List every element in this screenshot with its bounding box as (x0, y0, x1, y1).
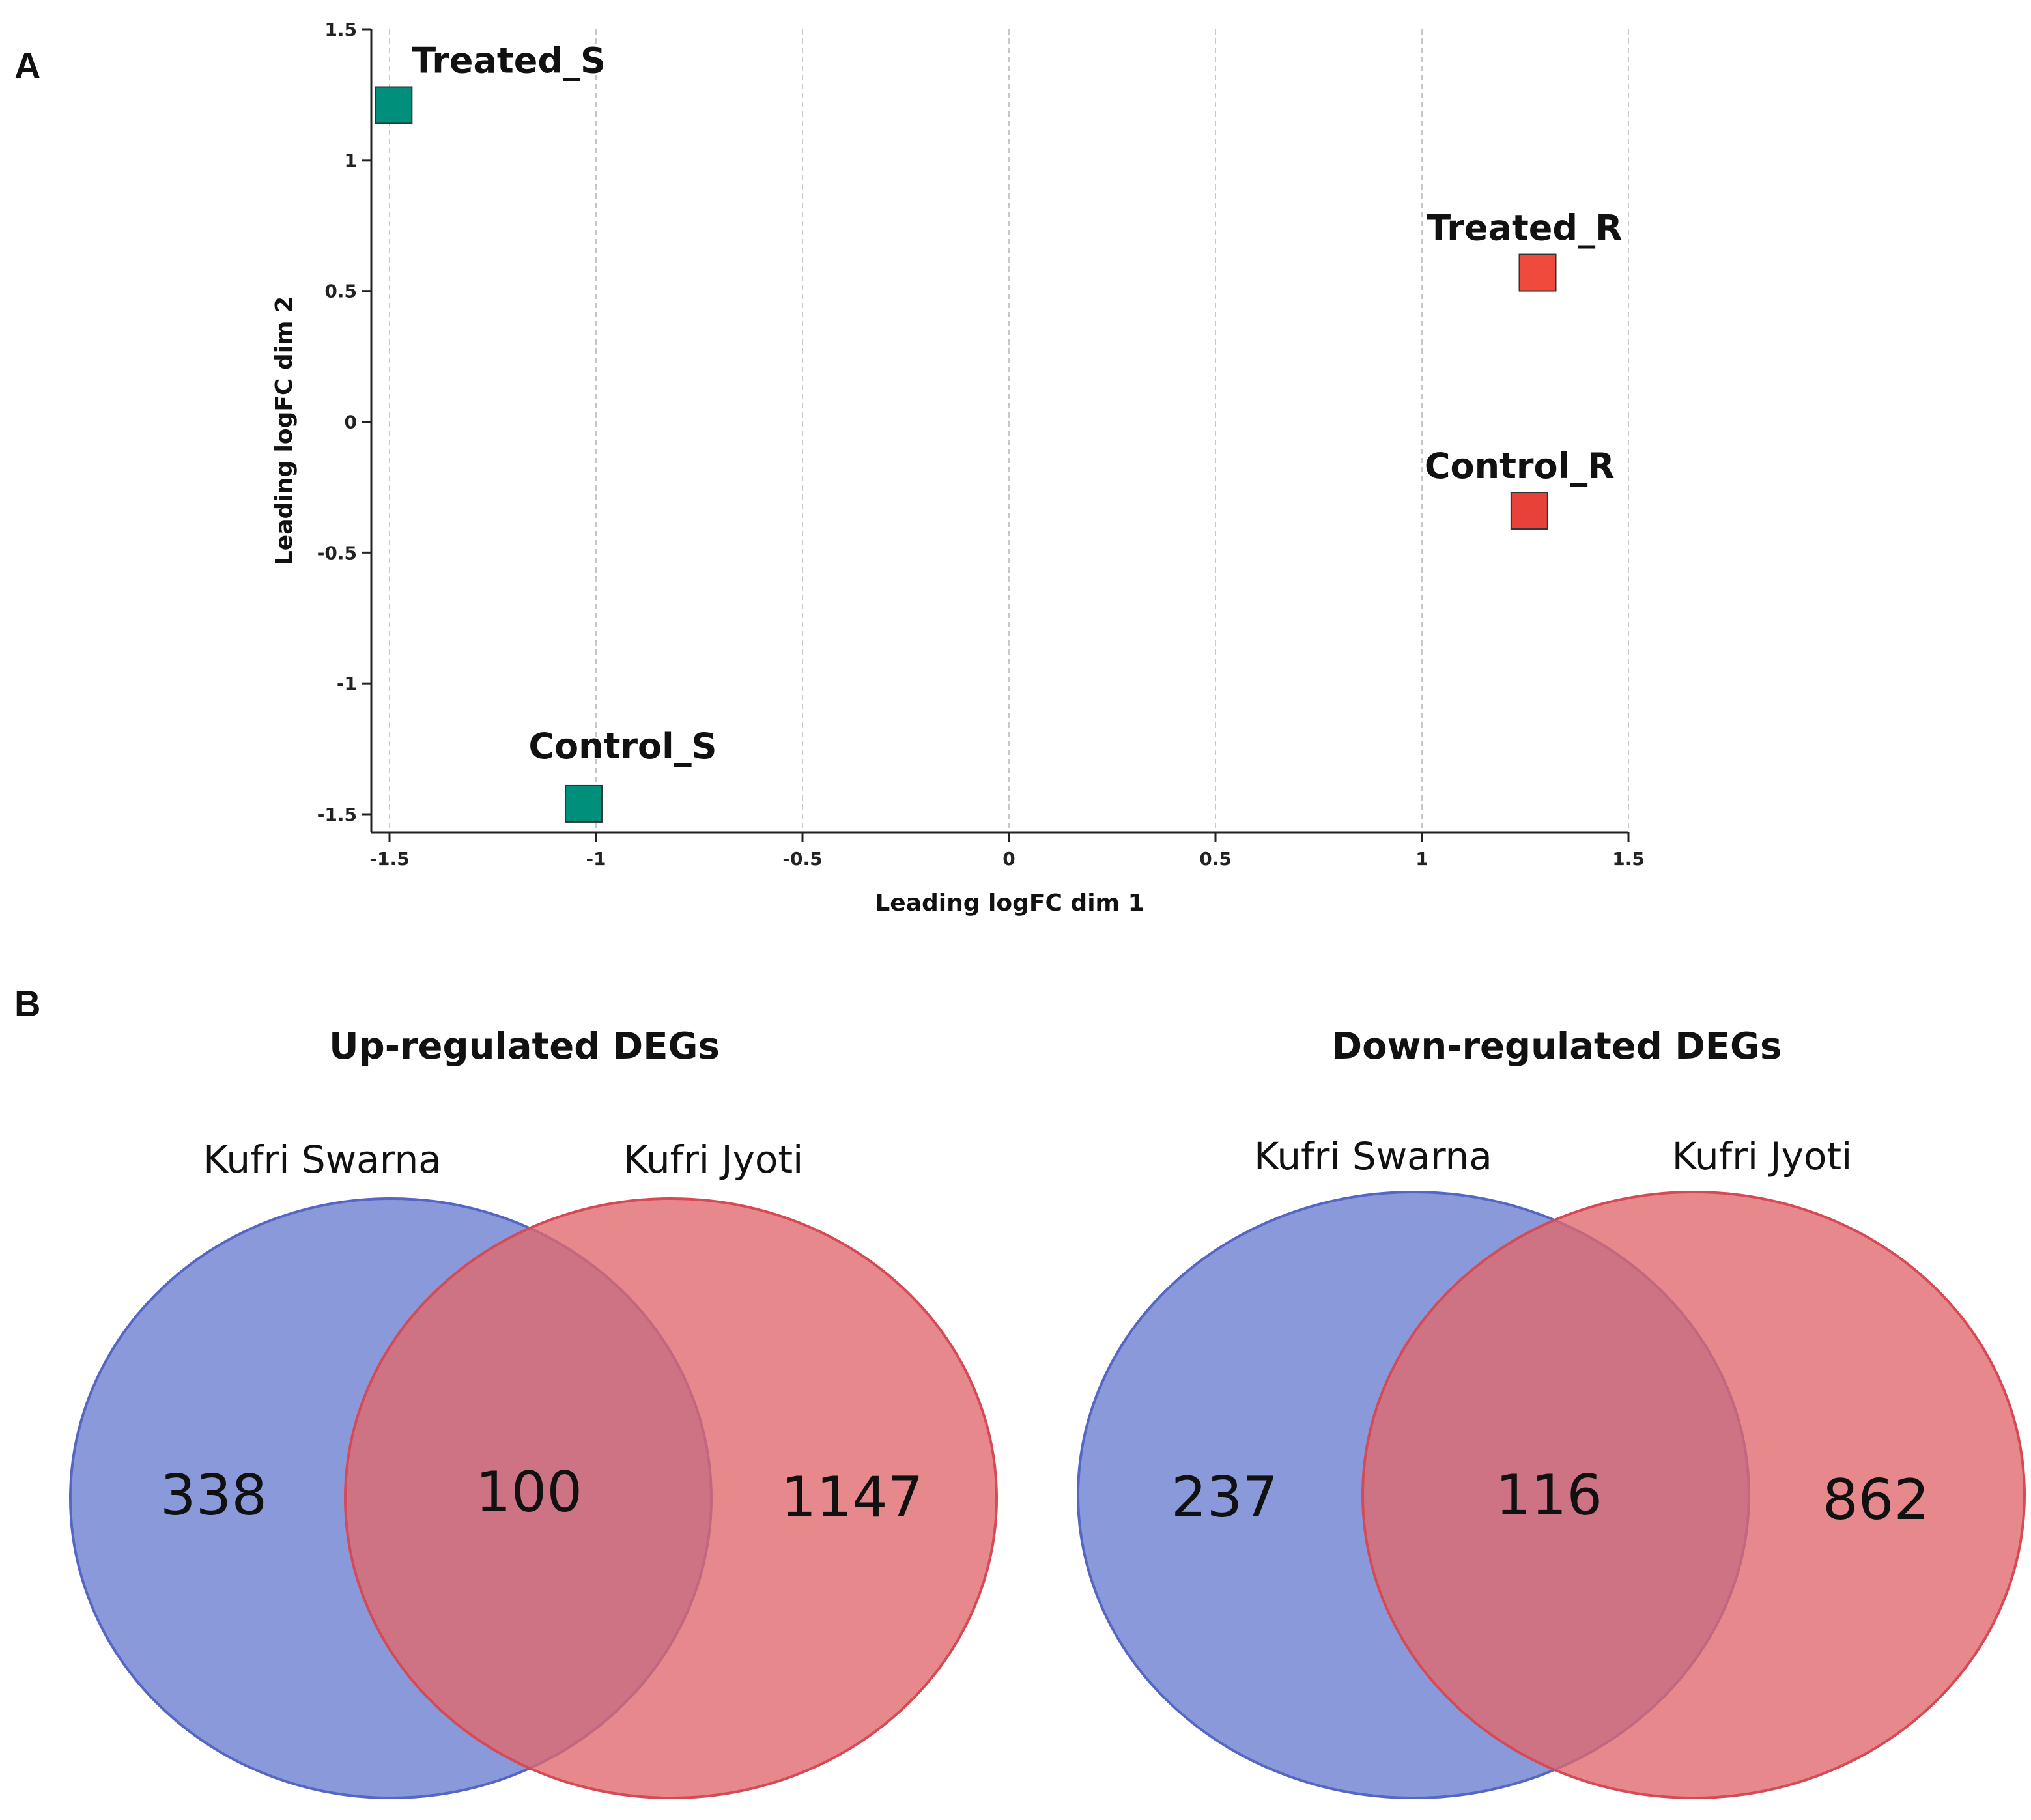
y-axis-title: Leading logFC dim 2 (271, 296, 298, 565)
mds-scatter-plot: -1.5 -1 -0.5 0 0.5 1 1.5 1.5 1 0.5 0 -0.5 -1 -1.5 Lea… (271, 19, 1645, 917)
y-tick-label: -1 (337, 673, 357, 694)
panel-a-letter: A (14, 45, 40, 86)
venn-up-count-kufri-jyoti-only: 1147 (781, 1465, 924, 1530)
y-tick-label: 0 (345, 412, 357, 433)
y-tick-label: 0.5 (324, 281, 357, 302)
x-tick-label: -0.5 (782, 848, 822, 870)
venn-down-label-kufri-swarna: Kufri Swarna (1254, 1134, 1492, 1178)
y-tick-label: 1 (345, 150, 357, 171)
venn-down-set-kufri-jyoti (1361, 1191, 2026, 1799)
venn-up-label-kufri-swarna: Kufri Swarna (203, 1137, 442, 1182)
scatter-gridlines (389, 29, 1629, 832)
x-tick-label: -1 (586, 848, 606, 870)
panel-b-letter: B (14, 983, 40, 1024)
venn-down-regulated: Down-regulated DEGs Kufri Swarna Kufri J… (1077, 1025, 2026, 1799)
venn-down-title: Down-regulated DEGs (1332, 1025, 1782, 1068)
venn-down-count-kufri-swarna-only: 237 (1171, 1465, 1278, 1530)
x-tick-label: 0.5 (1199, 848, 1232, 870)
venn-up-regulated: Up-regulated DEGs Kufri Swarna Kufri Jyo… (69, 1025, 998, 1799)
point-treated-s (375, 86, 413, 124)
venn-down-count-intersection: 116 (1496, 1463, 1602, 1528)
venn-up-label-kufri-jyoti: Kufri Jyoti (623, 1137, 804, 1182)
x-axis-title: Leading logFC dim 1 (875, 890, 1144, 917)
x-tick-label: -1.5 (369, 848, 409, 870)
x-tick-label: 0 (1002, 848, 1015, 870)
y-tick-label: -1.5 (317, 804, 357, 825)
venn-up-title: Up-regulated DEGs (329, 1025, 720, 1068)
y-tick-label: -0.5 (317, 542, 357, 563)
point-control-s (564, 784, 603, 823)
point-control-r (1510, 492, 1548, 530)
venn-down-count-kufri-jyoti-only: 862 (1823, 1468, 1929, 1533)
scatter-ticks: -1.5 -1 -0.5 0 0.5 1 1.5 1.5 1 0.5 0 -0.5 -1 -1.5 (317, 19, 1645, 870)
x-tick-label: 1.5 (1612, 848, 1645, 870)
venn-up-count-intersection: 100 (476, 1460, 582, 1525)
point-label-treated-r: Treated_R (1427, 208, 1622, 249)
venn-up-count-kufri-swarna-only: 338 (160, 1463, 267, 1528)
x-tick-label: 1 (1415, 848, 1428, 870)
point-treated-r (1518, 253, 1557, 292)
point-label-treated-s: Treated_S (412, 40, 606, 81)
venn-up-set-kufri-jyoti (344, 1197, 998, 1799)
point-label-control-s: Control_S (528, 726, 717, 767)
venn-down-label-kufri-jyoti: Kufri Jyoti (1672, 1134, 1853, 1178)
point-label-control-r: Control_R (1425, 446, 1615, 487)
y-tick-label: 1.5 (324, 19, 357, 40)
scatter-points: Treated_S Control_S Treated_R Control_R (375, 40, 1623, 823)
